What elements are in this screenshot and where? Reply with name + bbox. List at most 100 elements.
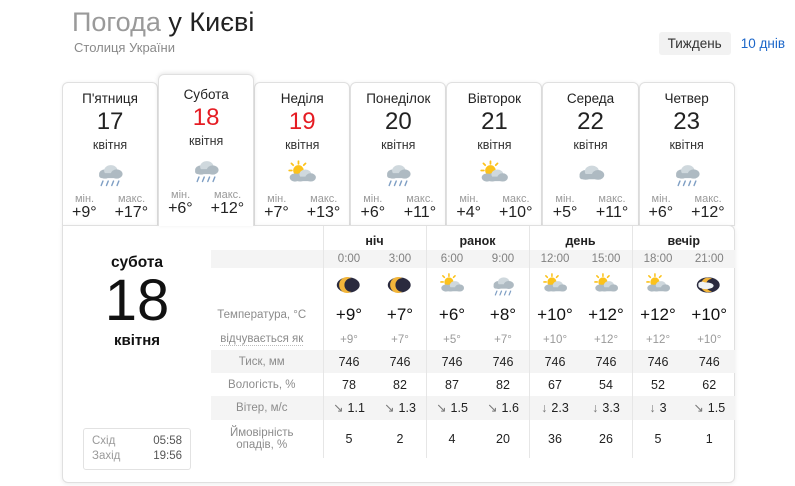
detail-forecast-table-wrap: ніч ранок день вечір 0:00 3:00 6:00 9:00 12:00 15… (211, 226, 735, 482)
day-card-dow: Середа (566, 91, 615, 106)
day-card-weather-icon (287, 157, 317, 191)
day-card-22[interactable]: Середа 22 квітня мін. макс. +5° +11° (542, 82, 639, 226)
day-card-21[interactable]: Вівторок 21 квітня мін. мак (446, 82, 543, 226)
feels-like-value: +5° (443, 334, 461, 346)
wind-cell: ↓ 3.3 (581, 401, 632, 415)
sun-cloud-icon (543, 273, 568, 292)
wind-speed-value: 1.6 (501, 401, 519, 415)
day-card-19[interactable]: Неділя 19 квітня мін. макс. (254, 82, 351, 226)
day-card-max-temp: +11° (403, 204, 437, 221)
precipitation-value: 2 (396, 432, 404, 446)
wind-speed-value: 1.1 (347, 401, 365, 415)
row-label-feels-like: відчувається як (220, 333, 304, 346)
day-card-date: 20 (384, 108, 412, 135)
day-card-month: квітня (92, 138, 128, 152)
day-card-weather-icon (576, 157, 606, 191)
precipitation-value: 36 (548, 432, 562, 446)
detail-day-of-week: субота (110, 254, 164, 271)
day-card-18[interactable]: Субота 18 квітня мін. макс. +6° +12° (158, 74, 255, 226)
day-card-month: квітня (188, 134, 224, 148)
day-card-dow: Вівторок (467, 91, 522, 106)
sun-cloud-icon (440, 273, 465, 292)
hour-weather-cell (684, 268, 736, 302)
row-label-pressure: Тиск, мм (211, 350, 323, 373)
hour-label: 9:00 (477, 250, 529, 268)
hour-label: 12:00 (528, 250, 581, 268)
humidity-value: 82 (496, 377, 510, 392)
day-card-dow: Четвер (664, 91, 709, 106)
humidity-value: 82 (393, 377, 407, 392)
day-card-max-label: макс. (598, 193, 626, 205)
day-card-max-temp: +12° (210, 200, 245, 217)
wind-cell: ↓ 2.3 (530, 401, 581, 415)
day-card-23[interactable]: Четвер 23 квітня мін. макс. +6° +12° (638, 82, 735, 226)
hour-weather-cell (631, 268, 684, 302)
moon-cloud-icon (697, 277, 720, 293)
feels-like-value: +12° (593, 334, 619, 346)
period-label-ранок: ранок (425, 226, 529, 250)
day-card-max-temp: +13° (306, 204, 341, 221)
wind-speed-value: 2.3 (551, 401, 569, 415)
wind-speed-value: 3 (659, 401, 667, 415)
rain-cloud-icon (387, 165, 411, 187)
day-cards-strip: П'ятниця 17 квітня мін. макс. +9° +17° С… (62, 74, 735, 226)
day-card-date: 22 (577, 108, 604, 135)
sunrise-time: 05:58 (153, 435, 182, 447)
detail-day-number: 18 (104, 268, 170, 333)
hour-label: 6:00 (425, 250, 478, 268)
sunrise-label: Схід (92, 435, 116, 447)
wind-direction-arrow-icon: ↘ (384, 400, 395, 415)
tab-ten-days[interactable]: 10 днів (740, 36, 785, 51)
wind-direction-arrow-icon: ↘ (693, 400, 704, 415)
hour-label: 21:00 (683, 250, 735, 268)
sun-cloud-icon (594, 273, 619, 292)
wind-cell: ↘ 1.6 (478, 401, 529, 415)
feels-like-value: +9° (340, 334, 358, 346)
moon-icon (336, 276, 360, 294)
day-card-min-temp: +7° (264, 204, 289, 221)
day-card-dow: Субота (183, 87, 229, 102)
day-card-20[interactable]: Понеділок 20 квітня мін. макс. +6° +11° (350, 82, 447, 226)
row-label-temperature: Температура, °C (217, 309, 307, 321)
pressure-value: 746 (338, 354, 360, 369)
humidity-value: 62 (702, 377, 717, 392)
day-card-min-label: мін. (267, 193, 287, 205)
day-card-17[interactable]: П'ятниця 17 квітня мін. макс. +9° +17° (62, 82, 159, 226)
temperature-value: +10° (537, 305, 573, 324)
period-switch: Тиждень 10 днів (658, 32, 785, 55)
hour-weather-cell (375, 268, 427, 302)
rain-cloud-icon (99, 165, 123, 187)
day-card-min-temp: +5° (552, 204, 578, 221)
day-card-min-temp: +6° (648, 204, 674, 221)
day-card-min-temp: +6° (360, 204, 386, 221)
tab-week[interactable]: Тиждень (658, 32, 731, 55)
temperature-value: +7° (386, 305, 414, 324)
pressure-value: 746 (441, 354, 463, 369)
day-card-max-label: макс. (406, 193, 434, 205)
page-title: Погода у Києві (72, 6, 254, 38)
day-card-dow: П'ятниця (82, 91, 138, 106)
precipitation-value: 5 (345, 432, 353, 446)
wind-direction-arrow-icon: ↘ (436, 400, 447, 415)
hour-label: 15:00 (580, 250, 632, 268)
detail-date-block: субота 18 квітня Схід 05:58 Захід 19:56 (63, 226, 211, 482)
row-label-precipitation: Ймовірність опадів, % (229, 427, 294, 451)
day-card-max-label: макс. (694, 193, 722, 205)
sunset-row: Захід 19:56 (92, 449, 182, 464)
temperature-value: +6° (438, 305, 466, 324)
pressure-value: 746 (698, 354, 720, 369)
pressure-value: 746 (492, 354, 514, 369)
day-card-weather-icon (479, 157, 509, 191)
hour-label: 3:00 (374, 250, 426, 268)
sunrise-row: Схід 05:58 (92, 434, 182, 449)
day-card-min-label: мін. (555, 193, 575, 205)
wind-cell: ↘ 1.5 (427, 401, 478, 415)
hour-label: 18:00 (631, 250, 684, 268)
feels-like-value: +7° (494, 334, 512, 346)
moon-icon (387, 276, 411, 294)
day-card-max-temp: +10° (498, 204, 533, 221)
hour-weather-cell (528, 268, 581, 302)
page-subtitle: Столиця України (74, 40, 175, 55)
day-card-weather-icon (191, 153, 221, 187)
